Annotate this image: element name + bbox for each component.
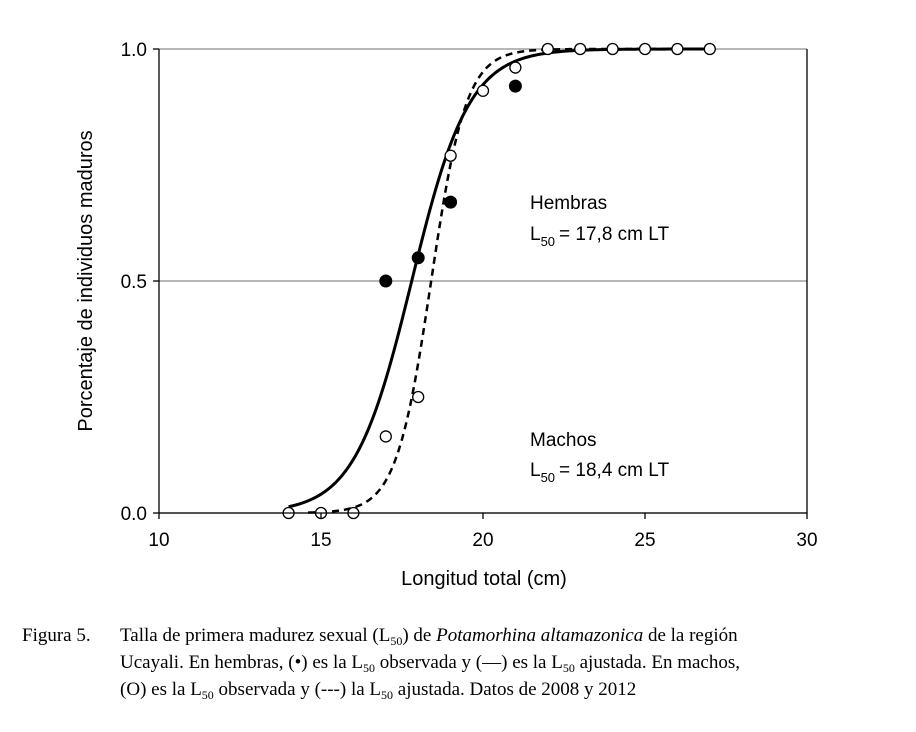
machos-label: Machos [530, 430, 597, 451]
gridlines [159, 48, 807, 514]
hembras-label: Hembras [530, 193, 607, 214]
point-machos-4 [412, 390, 425, 404]
species-name: Potamorhina altamazonica [436, 625, 644, 646]
open-dot-symbol: O [126, 679, 141, 700]
point-machos-9 [574, 42, 587, 56]
point-hembras-2 [444, 195, 458, 209]
filled-dot-symbol: • [294, 652, 302, 673]
point-machos-10 [606, 42, 619, 56]
point-machos-6 [476, 84, 490, 97]
point-hembras-0 [379, 274, 393, 288]
machos-l50-label: L50 = 18,4 cm LT [530, 460, 669, 485]
point-machos-5 [444, 149, 457, 162]
x-axis-title: Longitud total (cm) [401, 568, 567, 590]
caption-line-1: Figura 5. Talla de primera madurez sexual… [22, 622, 892, 649]
point-machos-3 [379, 430, 392, 443]
y-tick-label-1: 0.5 [121, 272, 147, 293]
axes: 0.0 0.5 1.0 10 15 20 25 30 [121, 40, 818, 551]
y-tick-label-0: 0.0 [121, 504, 147, 525]
point-machos-12 [671, 42, 684, 56]
hembras-l50-label: L50 = 17,8 cm LT [530, 224, 669, 249]
point-hembras-1 [411, 251, 425, 265]
y-axis-title: Porcentaje de individuos maduros [75, 130, 97, 431]
caption-label: Figura 5. [22, 625, 91, 646]
fitted-curve-hembras [288, 47, 710, 509]
x-tick-label-4: 30 [796, 530, 817, 551]
point-machos-11 [638, 42, 652, 56]
maturity-chart: 0.0 0.5 1.0 10 15 20 25 30 Porcentaje de indivi… [75, 40, 818, 590]
x-tick-label-2: 20 [472, 530, 493, 551]
point-machos-7 [509, 61, 522, 74]
point-machos-13 [703, 42, 716, 56]
y-tick-label-2: 1.0 [121, 40, 147, 61]
x-tick-label-0: 10 [148, 530, 169, 551]
caption-line-2: Ucayali. En hembras, (•) es la L50 obser… [120, 652, 741, 675]
x-tick-label-1: 15 [310, 530, 331, 551]
caption-line-3: (O) es la L50 observada y (---) la L50 a… [120, 679, 637, 702]
point-hembras-3 [508, 79, 522, 93]
point-machos-8 [541, 42, 554, 56]
figure-caption: Figura 5. Talla de primera madurez sexual… [22, 622, 892, 703]
x-tick-label-3: 25 [634, 530, 655, 551]
